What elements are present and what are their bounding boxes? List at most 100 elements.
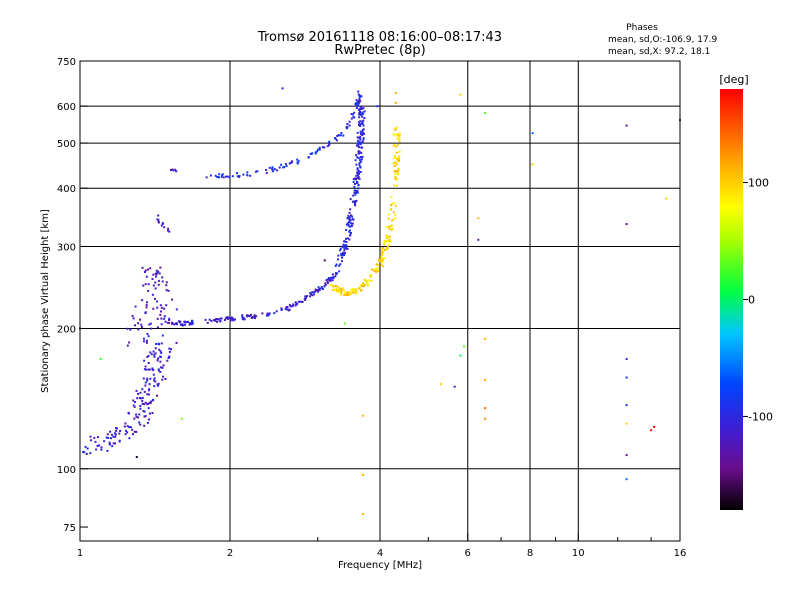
echo-point bbox=[183, 321, 186, 324]
echo-point bbox=[358, 177, 361, 180]
echo-point bbox=[110, 433, 113, 436]
echo-point bbox=[147, 393, 150, 396]
echo-point bbox=[161, 366, 164, 369]
echo-point bbox=[346, 247, 349, 250]
echo-point bbox=[343, 293, 346, 296]
echo-point bbox=[361, 140, 364, 143]
echo-point bbox=[350, 113, 353, 115]
echo-point bbox=[124, 422, 127, 425]
echo-point bbox=[173, 323, 176, 326]
isolated-echo-point bbox=[459, 354, 462, 357]
x-axis-ticks: 1 2 4 6 8 10 16 bbox=[77, 533, 686, 559]
echo-point bbox=[331, 279, 334, 282]
echo-point bbox=[170, 169, 172, 171]
isolated-echo-point bbox=[625, 358, 628, 360]
echo-point bbox=[273, 168, 276, 171]
echo-point bbox=[360, 289, 363, 292]
echo-point bbox=[246, 174, 249, 177]
echo-point bbox=[268, 166, 271, 169]
isolated-echo-point bbox=[625, 223, 628, 226]
echo-point bbox=[149, 322, 152, 325]
echo-point bbox=[159, 360, 162, 363]
echo-point bbox=[349, 225, 352, 228]
echo-point bbox=[291, 160, 294, 163]
echo-point bbox=[341, 251, 344, 254]
echo-point bbox=[183, 323, 186, 326]
echo-point bbox=[288, 303, 291, 306]
echo-point bbox=[294, 301, 297, 304]
echo-point bbox=[348, 218, 351, 220]
echo-point bbox=[316, 290, 319, 293]
echo-point bbox=[311, 294, 314, 297]
echo-point bbox=[353, 291, 356, 294]
echo-point bbox=[346, 222, 349, 225]
echo-point bbox=[362, 137, 365, 140]
echo-point bbox=[390, 196, 393, 199]
isolated-echo-point bbox=[362, 474, 365, 476]
echo-point bbox=[160, 224, 163, 227]
echo-point bbox=[160, 352, 163, 354]
echo-point bbox=[227, 317, 229, 320]
echo-point bbox=[170, 322, 173, 325]
echo-point bbox=[311, 152, 314, 155]
echo-point bbox=[89, 452, 92, 455]
echo-point bbox=[340, 132, 343, 134]
echo-point bbox=[314, 289, 317, 292]
echo-point bbox=[242, 318, 245, 321]
echo-point bbox=[250, 317, 253, 319]
echo-point bbox=[304, 296, 307, 299]
echo-point bbox=[290, 305, 293, 308]
echo-point bbox=[361, 283, 363, 286]
echo-point bbox=[377, 270, 380, 272]
plot-area: 1 2 4 6 8 10 16 75 100 200 300 400 500 600 750 bbox=[57, 57, 686, 559]
echo-point bbox=[133, 430, 136, 433]
echo-point bbox=[397, 167, 400, 170]
echo-point bbox=[140, 323, 143, 326]
echo-point bbox=[143, 410, 146, 413]
isolated-echo-point bbox=[477, 217, 480, 220]
echo-point bbox=[344, 244, 347, 247]
echo-point bbox=[396, 133, 399, 136]
echo-point bbox=[218, 173, 221, 176]
echo-point bbox=[340, 253, 343, 255]
echo-point bbox=[356, 189, 359, 192]
echo-point bbox=[373, 269, 376, 272]
echo-point bbox=[356, 156, 359, 159]
echo-point bbox=[286, 306, 289, 309]
echo-point bbox=[353, 111, 356, 114]
isolated-echo-point bbox=[135, 456, 138, 458]
echo-point bbox=[337, 286, 340, 289]
echo-point bbox=[358, 172, 361, 175]
echo-point bbox=[221, 174, 223, 177]
isolated-echo-point bbox=[484, 407, 487, 410]
colorbar: [deg] 100 0 -100 bbox=[719, 73, 773, 510]
echo-point bbox=[394, 155, 397, 157]
echo-point bbox=[246, 171, 249, 174]
echo-point bbox=[210, 174, 212, 177]
echo-point bbox=[141, 299, 144, 302]
echo-point bbox=[179, 323, 182, 326]
echo-point bbox=[352, 291, 355, 294]
echo-point bbox=[162, 364, 165, 367]
echo-point bbox=[146, 301, 148, 304]
echo-point bbox=[294, 304, 297, 307]
echo-point bbox=[111, 445, 114, 448]
echo-point bbox=[145, 341, 148, 344]
echo-point bbox=[106, 433, 109, 436]
echo-point bbox=[210, 319, 213, 322]
echo-point bbox=[83, 451, 86, 454]
echo-point bbox=[321, 146, 324, 149]
echo-point bbox=[355, 289, 358, 292]
echo-point bbox=[152, 307, 155, 310]
echo-point bbox=[170, 348, 173, 351]
echo-point bbox=[388, 213, 391, 216]
echo-point bbox=[144, 401, 147, 404]
echo-point bbox=[144, 269, 147, 272]
echo-point bbox=[143, 403, 146, 406]
isolated-echo-point bbox=[99, 358, 102, 360]
echo-point bbox=[334, 287, 337, 290]
echo-point bbox=[160, 342, 163, 345]
echo-point bbox=[168, 350, 171, 353]
echo-point bbox=[234, 318, 237, 321]
echo-point bbox=[205, 176, 208, 179]
